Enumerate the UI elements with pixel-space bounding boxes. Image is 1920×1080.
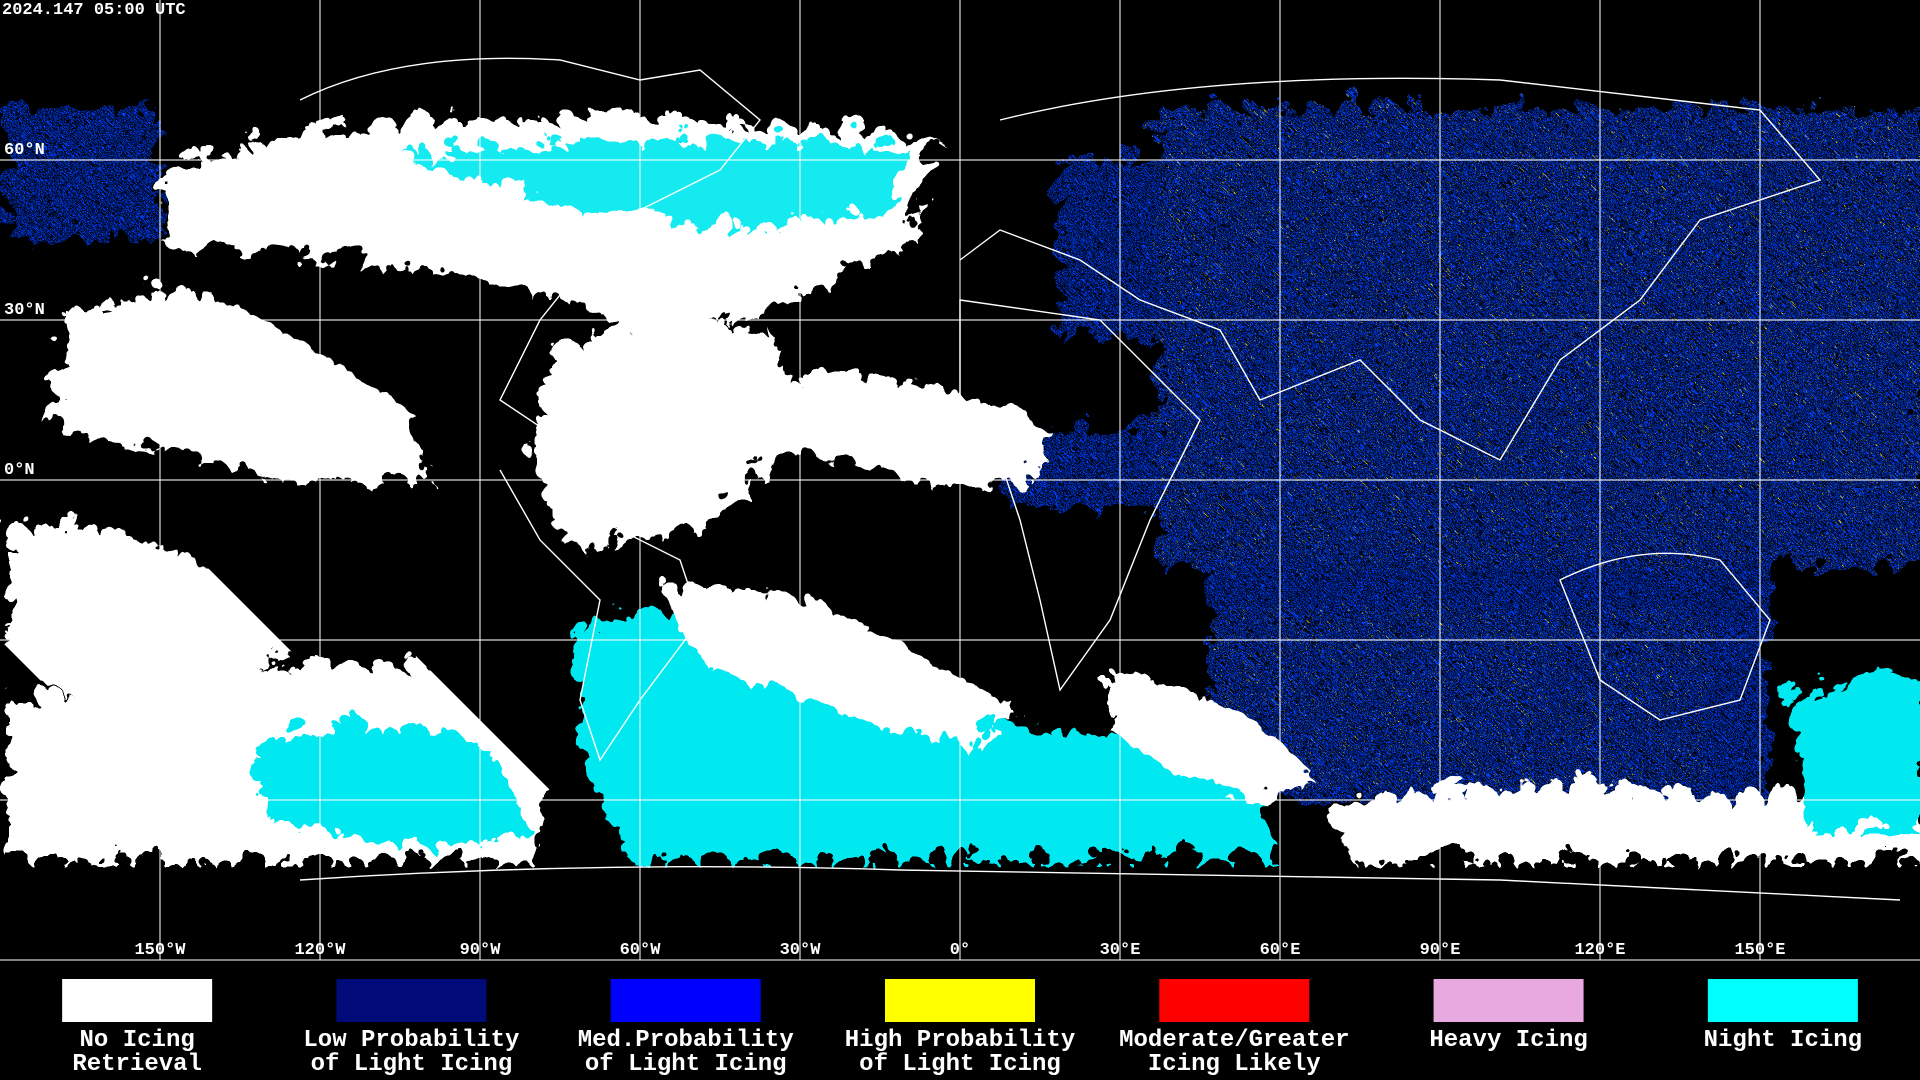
lat-label: 60°S: [4, 781, 45, 800]
lon-label: 150°W: [134, 941, 186, 960]
legend-label: of Light Icing: [311, 1051, 513, 1078]
lon-label: 90°W: [460, 941, 502, 960]
lon-label: 90°E: [1420, 941, 1461, 960]
lon-label: 150°E: [1734, 941, 1785, 960]
legend-label: Med.Probability: [578, 1027, 794, 1054]
legend-label: High Probability: [845, 1027, 1075, 1054]
lon-label: 0°: [950, 941, 970, 960]
legend-swatch: [1159, 979, 1310, 1022]
timestamp: 2024.147 05:00 UTC: [2, 1, 186, 20]
legend-swatch: [885, 979, 1035, 1022]
legend-label: of Light Icing: [585, 1051, 787, 1078]
legend-label: Moderate/Greater: [1119, 1027, 1349, 1054]
lon-label: 30°W: [780, 941, 822, 960]
lon-label: 120°E: [1574, 941, 1625, 960]
lat-label: 60°N: [4, 141, 45, 160]
legend-swatch: [1433, 979, 1584, 1022]
coastlines: [299, 57, 1901, 901]
legend-label: of Light Icing: [859, 1051, 1061, 1078]
lon-label: 60°E: [1260, 941, 1301, 960]
graticule: [0, 0, 1920, 960]
legend-swatch: [62, 979, 213, 1022]
lon-label: 60°W: [620, 941, 662, 960]
lat-label: 0°N: [4, 461, 35, 480]
legend-swatch: [610, 979, 761, 1022]
legend-label: Icing Likely: [1148, 1051, 1321, 1078]
lat-label: 30°S: [4, 621, 45, 640]
legend-label: Low Probability: [303, 1027, 519, 1054]
legend-label: No Icing: [80, 1027, 195, 1054]
legend-label: Night Icing: [1704, 1027, 1862, 1054]
cloud-cover: [0, 108, 1920, 850]
legend-label: Retrieval: [72, 1051, 202, 1078]
legend-swatch: [336, 979, 487, 1022]
lon-label: 30°E: [1100, 941, 1141, 960]
legend-swatch: [1707, 979, 1858, 1022]
lon-label: 120°W: [294, 941, 346, 960]
icing-regions: [0, 100, 1920, 790]
labels: 150°W 120°W 90°W 60°W 30°W 0° 30°E 60°E 90°E 120°…: [4, 141, 1786, 960]
lat-label: 30°N: [4, 301, 45, 320]
legend-label: Heavy Icing: [1429, 1027, 1587, 1054]
